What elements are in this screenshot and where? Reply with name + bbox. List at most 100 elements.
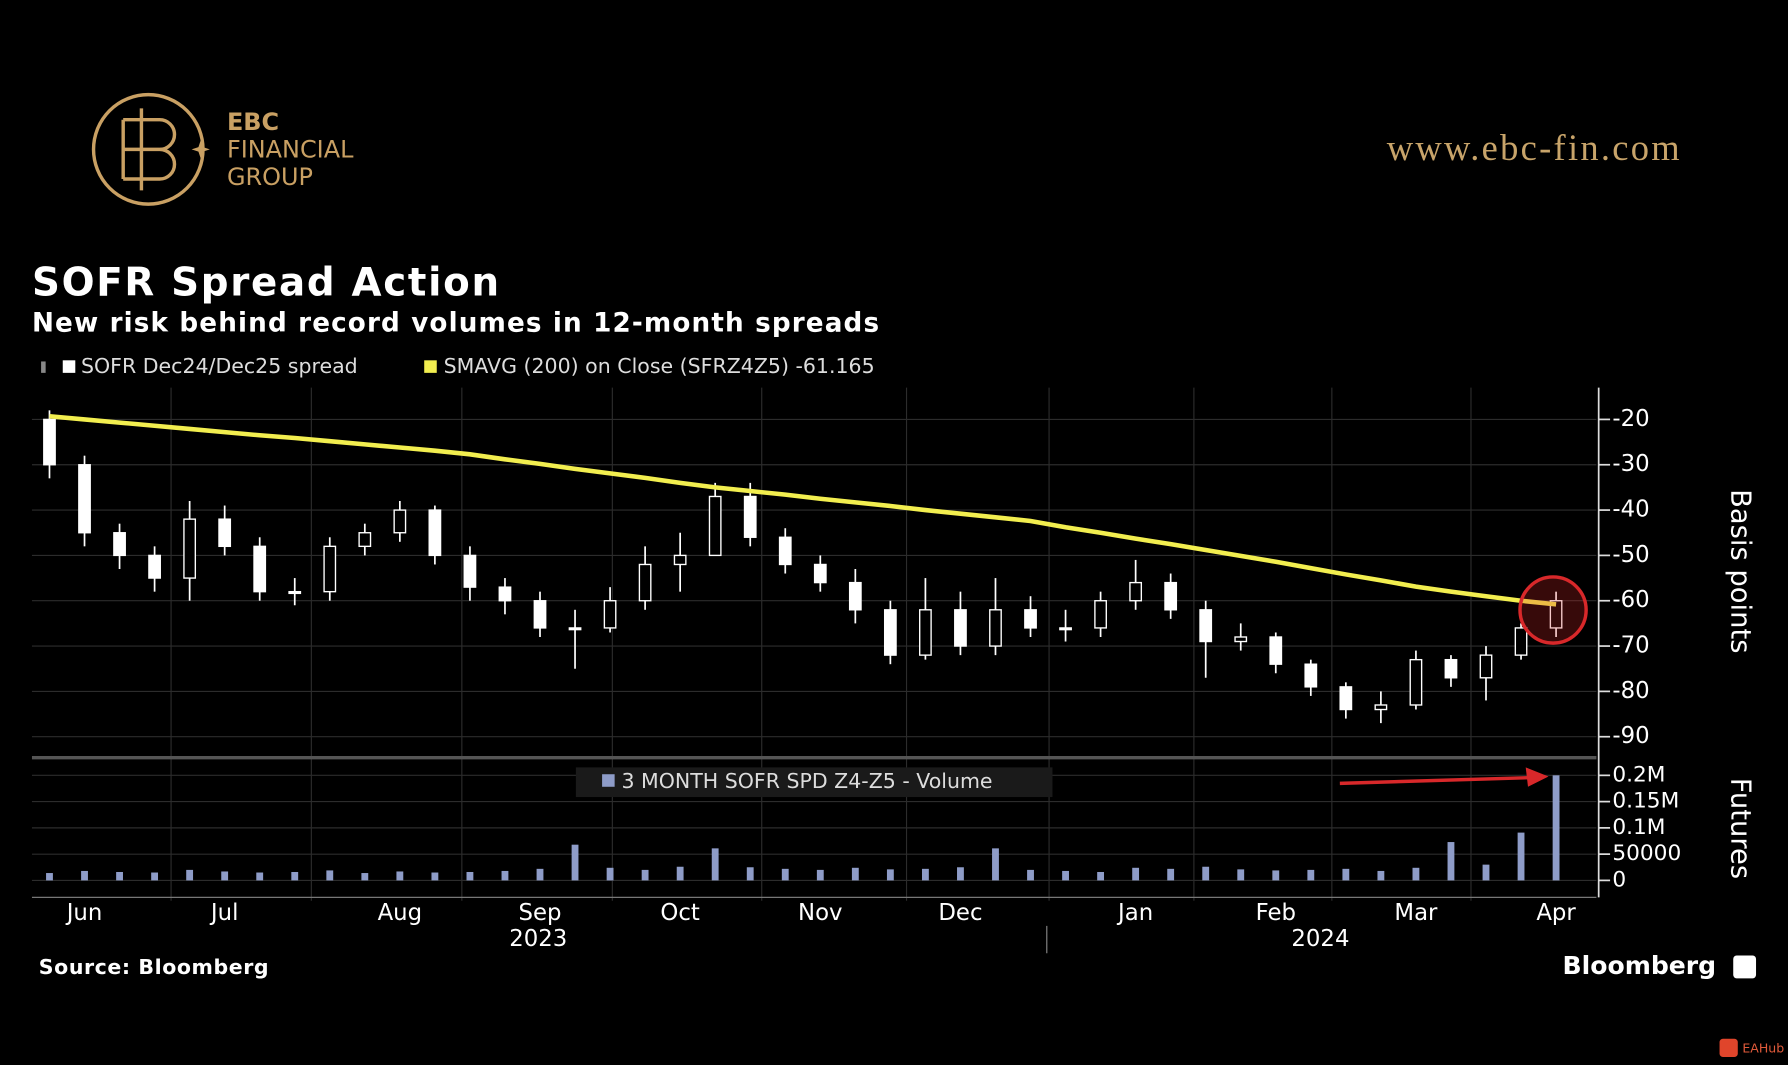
volume-bar <box>431 872 439 881</box>
arrow-shaft <box>1339 775 1531 786</box>
candle-body <box>638 563 652 602</box>
y-tick-label: -20 <box>1612 406 1649 432</box>
candle-body <box>1024 609 1037 629</box>
volume-bar <box>781 868 789 881</box>
volume-bar <box>326 870 334 881</box>
y-tick-label: -40 <box>1612 497 1649 523</box>
candle-body <box>673 554 687 566</box>
candle-body <box>428 509 442 557</box>
arrow-head <box>1525 767 1549 787</box>
volume-bar <box>1377 870 1385 881</box>
volume-bar <box>1307 869 1315 881</box>
y-tick-label: 0.15M <box>1612 789 1679 814</box>
volume-bar <box>361 873 369 881</box>
volume-bar <box>641 869 649 881</box>
candle-body <box>1059 627 1072 631</box>
candle-body <box>603 600 617 629</box>
volume-bar <box>1447 842 1455 881</box>
candle-body <box>148 554 161 579</box>
candle-body <box>498 586 512 602</box>
candle-body <box>43 418 56 466</box>
x-tick-label: Sep <box>519 900 562 926</box>
candle-body <box>1479 654 1493 679</box>
candle-body <box>183 518 197 579</box>
y-tick-label: -60 <box>1612 587 1649 613</box>
volume-bar <box>501 870 509 881</box>
x-group-label: 2023 <box>509 926 567 952</box>
candle-body <box>78 464 91 534</box>
candle-body <box>883 609 897 656</box>
volume-bar <box>221 871 229 881</box>
volume-bar <box>1342 868 1350 881</box>
y-tick-label: 50000 <box>1612 841 1681 866</box>
chart-subtitle: New risk behind record volumes in 12-mon… <box>32 308 880 338</box>
volume-bar <box>1027 869 1034 881</box>
y-tick-label: -80 <box>1612 678 1649 704</box>
candle-body <box>393 509 407 534</box>
legend-icon <box>41 361 46 373</box>
candle-body <box>1339 686 1353 711</box>
site-url: www.ebc-fin.com <box>1387 127 1682 168</box>
volume-bar <box>957 867 964 881</box>
volume-bar <box>256 872 264 881</box>
volume-bar <box>396 871 404 881</box>
candle-body <box>323 545 337 593</box>
sma-line <box>49 413 1557 607</box>
candle-body <box>1304 663 1318 688</box>
volume-bar <box>186 869 194 881</box>
candle-body <box>919 609 932 656</box>
candle-body <box>1444 658 1458 679</box>
candle-body <box>533 600 547 629</box>
volume-bar <box>1272 870 1280 881</box>
candle-body <box>813 563 827 584</box>
x-tick-label: Feb <box>1256 900 1296 926</box>
x-tick-label: Jan <box>1116 900 1153 926</box>
volume-bar <box>151 872 159 881</box>
x-tick-label: Mar <box>1394 900 1438 926</box>
candle-body <box>1094 600 1107 629</box>
x-group-label: 2024 <box>1291 926 1349 952</box>
legend-label: 3 MONTH SOFR SPD Z4-Z5 - Volume <box>621 769 992 793</box>
logo-text: GROUP <box>227 163 313 191</box>
y-tick-label: -30 <box>1612 451 1649 477</box>
volume-bar <box>536 868 544 881</box>
volume-bar <box>46 873 53 881</box>
candle-body <box>463 554 477 588</box>
watermark-icon <box>1719 1038 1738 1058</box>
x-tick-label: Aug <box>378 900 423 926</box>
y-tick-label: 0.2M <box>1612 762 1665 787</box>
y-tick-label: 0.1M <box>1612 815 1665 840</box>
x-tick-label: Dec <box>938 900 982 926</box>
candle-body <box>1129 581 1143 602</box>
candle-body <box>113 532 126 557</box>
candle-body <box>708 495 722 557</box>
highlight-circle <box>1518 575 1588 645</box>
candle-body <box>1514 627 1528 656</box>
volume-bar <box>1097 871 1105 881</box>
watermark: EAHub <box>1742 1041 1784 1056</box>
candle-body <box>989 609 1002 647</box>
y-axis-label: Futures <box>1724 778 1755 879</box>
volume-bar <box>711 848 719 881</box>
logo-text: EBC <box>227 108 279 136</box>
candle-body <box>778 536 792 566</box>
volume-bar <box>851 867 859 881</box>
legend-box <box>575 767 1053 798</box>
volume-bar <box>746 867 754 881</box>
x-tick-label: Apr <box>1536 900 1576 926</box>
y-tick-label: -70 <box>1612 633 1649 659</box>
volume-bar <box>571 844 579 881</box>
volume-bar <box>676 866 684 881</box>
volume-bar <box>606 867 614 881</box>
candle-body <box>1199 609 1213 643</box>
volume-bar <box>816 869 824 881</box>
y-tick-label: -90 <box>1612 723 1649 749</box>
candle-body <box>218 518 232 548</box>
logo-text: FINANCIAL <box>227 136 354 164</box>
logo-star <box>191 140 210 159</box>
candle-body <box>848 581 862 611</box>
volume-bar <box>291 871 299 881</box>
